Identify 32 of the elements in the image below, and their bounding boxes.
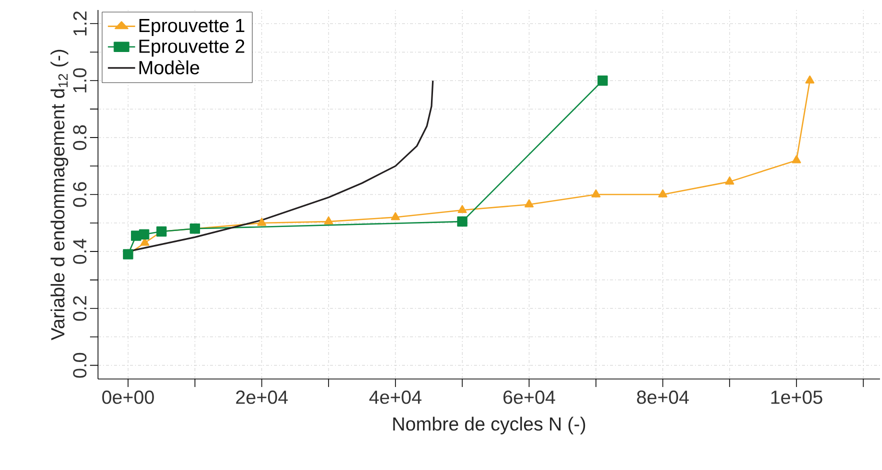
y-tick-label: 1.0 [73, 68, 86, 92]
point [390, 212, 400, 220]
point [257, 218, 266, 226]
point [792, 155, 801, 164]
y-tick-label: 0.4 [73, 238, 86, 264]
x-tick-label: 8e+04 [637, 390, 689, 404]
x-tick-label: 6e+04 [503, 390, 556, 404]
point [156, 226, 167, 237]
point [524, 199, 534, 208]
legend-label: Eprouvette 1 [139, 19, 244, 36]
y-tick-label: 0.8 [73, 125, 86, 150]
point [658, 189, 668, 198]
y-axis-title: Variable d endommagement d$_{12}$ (-) [50, 50, 68, 340]
legend-label: Modèle [139, 60, 200, 74]
x-axis-title: Nombre de cycles N (-) [393, 416, 586, 434]
y-tick-label: 0.0 [73, 352, 86, 378]
x-tick-label: 2e+04 [236, 390, 288, 404]
point [324, 216, 334, 224]
y-tick-label: 1.2 [73, 11, 86, 36]
point [457, 216, 468, 227]
x-tick-label: 1e+05 [771, 390, 822, 404]
x-tick-label: 0e+00 [102, 390, 154, 404]
x-tick-label: 4e+04 [369, 390, 422, 404]
point [591, 189, 600, 198]
point [805, 75, 814, 84]
point [725, 176, 734, 185]
point [458, 205, 467, 214]
y-tick-label: 0.6 [73, 182, 86, 207]
y-tick-label: 0.2 [73, 296, 86, 321]
point [598, 75, 608, 86]
point [138, 229, 150, 240]
legend-label: Eprouvette 2 [139, 40, 244, 57]
